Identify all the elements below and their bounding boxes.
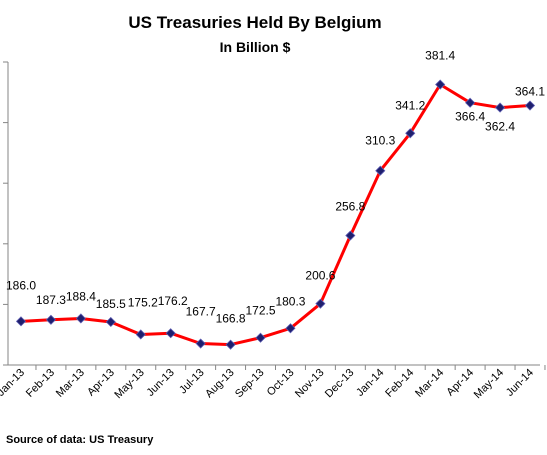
data-point <box>435 79 446 90</box>
data-label: 185.5 <box>96 297 126 311</box>
data-label: 175.2 <box>128 295 158 309</box>
data-label: 188.4 <box>66 289 96 303</box>
data-label: 176.2 <box>158 294 188 308</box>
data-point <box>345 230 356 241</box>
x-tick-label: Oct-13 <box>265 367 297 399</box>
x-tick-label: Feb-14 <box>383 367 416 400</box>
data-point <box>195 338 206 349</box>
data-point <box>165 328 176 339</box>
x-tick-label: Sep-13 <box>233 367 267 401</box>
x-tick-label: Jan-13 <box>0 367 27 399</box>
series-line <box>20 83 531 347</box>
data-point <box>285 323 296 334</box>
x-tick-label: Jun-14 <box>504 367 536 399</box>
x-tick-label: Nov-13 <box>293 367 327 401</box>
data-label: 180.3 <box>275 294 305 308</box>
data-point <box>524 100 536 111</box>
x-tick-label: Mar-13 <box>54 367 87 400</box>
x-tick-label: Feb-13 <box>24 367 57 400</box>
data-label: 166.8 <box>216 312 246 326</box>
data-point <box>255 332 266 343</box>
data-label: 366.4 <box>455 110 485 124</box>
x-tick-label: Apr-13 <box>85 367 117 399</box>
data-point <box>105 316 116 328</box>
data-point <box>375 165 386 176</box>
x-tick-label: Jan-14 <box>354 367 386 399</box>
data-point <box>405 128 416 139</box>
data-label: 362.4 <box>485 120 515 134</box>
x-tick-label: May-13 <box>112 367 146 401</box>
data-label: 381.4 <box>425 49 455 63</box>
x-tick-label: Mar-14 <box>413 367 446 400</box>
data-label: 364.1 <box>515 85 545 99</box>
chart-title: US Treasuries Held By Belgium <box>128 13 381 32</box>
data-point <box>225 339 236 350</box>
data-label: 186.0 <box>6 278 36 292</box>
data-label: 256.8 <box>335 200 365 214</box>
x-tick-label: Jun-13 <box>145 367 177 399</box>
x-tick-label: Dec-13 <box>323 367 357 401</box>
chart-subtitle: In Billion $ <box>220 39 291 55</box>
x-axis-ticks <box>35 365 546 370</box>
y-axis-ticks <box>3 61 8 366</box>
data-label: 167.7 <box>186 305 216 319</box>
data-label: 341.2 <box>395 98 425 112</box>
data-label: 310.3 <box>365 134 395 148</box>
data-point <box>465 97 476 108</box>
data-label: 172.5 <box>246 304 276 318</box>
source-note: Source of data: US Treasury <box>6 434 154 446</box>
x-tick-label: Aug-13 <box>203 367 237 401</box>
x-tick-label: May-14 <box>472 367 506 401</box>
data-point <box>45 314 57 325</box>
data-label: 200.6 <box>305 269 335 283</box>
data-point <box>494 102 506 113</box>
data-point <box>75 313 86 324</box>
data-point <box>135 329 146 340</box>
y-axis <box>3 61 9 366</box>
data-point <box>315 298 326 309</box>
x-tick-label: Apr-14 <box>444 367 476 399</box>
data-label: 187.3 <box>36 293 66 307</box>
data-point <box>15 316 27 327</box>
